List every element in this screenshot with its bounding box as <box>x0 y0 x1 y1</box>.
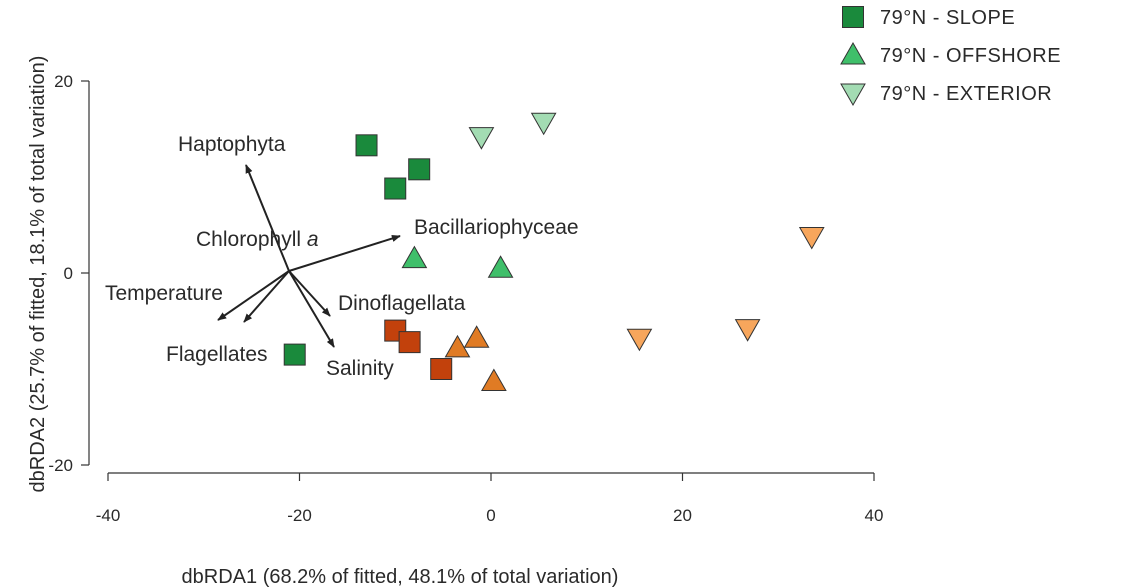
x-tick-label: 0 <box>486 506 495 525</box>
legend-label: 79°N - OFFSHORE <box>880 45 1061 67</box>
x-tick-label: 40 <box>865 506 884 525</box>
data-point <box>398 331 421 354</box>
vector-arrow-haptophyta <box>245 164 290 272</box>
vector-label: Haptophyta <box>178 133 286 156</box>
legend-marker <box>840 41 866 65</box>
data-point <box>798 227 825 250</box>
data-point <box>481 368 507 391</box>
vector-arrow-salinity <box>288 270 335 348</box>
legend-label: 79°N - SLOPE <box>880 7 1015 29</box>
data-point <box>355 134 378 157</box>
data-point <box>401 245 428 269</box>
vector-arrow-bacillariophyceae <box>288 235 401 272</box>
data-point <box>530 112 557 136</box>
vector-label: Dinoflagellata <box>338 292 466 315</box>
vector-arrow-dinoflagellata <box>288 270 331 317</box>
data-point <box>283 343 306 366</box>
y-tick-label: 20 <box>54 72 73 91</box>
legend-marker <box>840 83 866 107</box>
data-point <box>444 334 471 358</box>
vector-arrow-flagellates <box>243 270 290 323</box>
data-point <box>734 319 761 342</box>
data-point <box>626 328 653 352</box>
legend-label: 79°N - EXTERIOR <box>880 83 1052 105</box>
vector-label: Flagellates <box>166 343 268 366</box>
vector-label: Salinity <box>326 357 394 380</box>
x-tick-label: 20 <box>673 506 692 525</box>
vector-label: Bacillariophyceae <box>414 216 579 239</box>
data-point <box>408 158 431 181</box>
x-tick-label: -40 <box>96 506 121 525</box>
data-point <box>487 255 514 278</box>
data-point <box>384 177 407 200</box>
data-point <box>430 358 453 380</box>
y-axis-title: dbRDA2 (25.7% of fitted, 18.1% of total … <box>27 56 49 493</box>
legend-marker <box>842 6 864 28</box>
x-tick-label: -20 <box>287 506 312 525</box>
data-point <box>468 127 495 150</box>
data-point <box>463 325 490 348</box>
vector-arrow-temperature <box>217 270 290 321</box>
x-axis-title: dbRDA1 (68.2% of fitted, 48.1% of total … <box>182 566 619 587</box>
vector-label: Temperature <box>105 282 223 305</box>
vector-label: Chlorophyll a <box>196 228 319 251</box>
y-tick-label: 0 <box>64 264 73 283</box>
y-tick-label: -20 <box>48 456 73 475</box>
